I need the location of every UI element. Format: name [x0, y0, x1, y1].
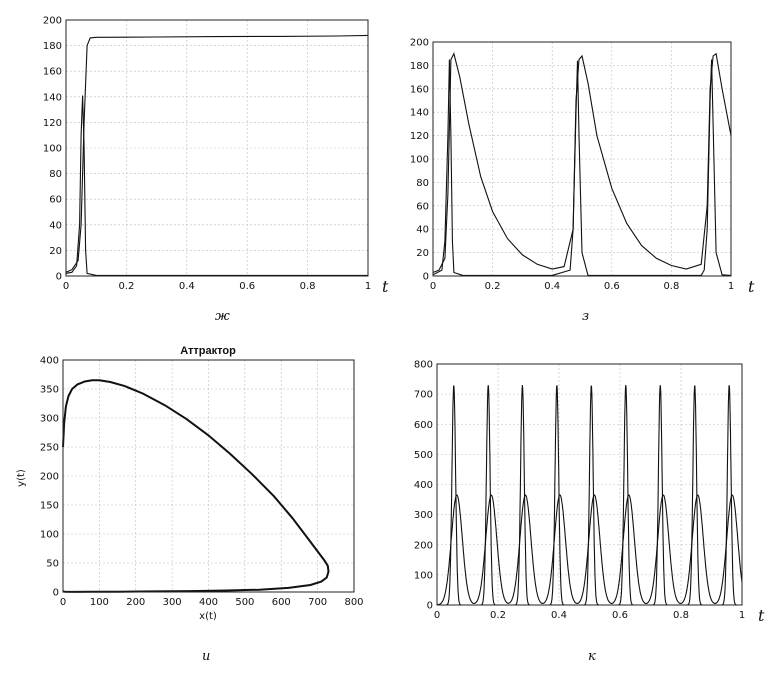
chart-k-t-label: t [758, 606, 765, 625]
y-tick-label: 140 [43, 92, 62, 103]
y-tick-label: 80 [49, 169, 62, 180]
y-tick-label: 200 [40, 472, 59, 483]
y-tick-label: 600 [414, 420, 433, 431]
series-line-2 [65, 95, 368, 276]
chart-zh: 0 0.2 0.4 0.6 0.8 1 0 20 40 60 80 100 120 140 160 180 2… [43, 16, 389, 325]
y-tick-label: 400 [414, 480, 433, 491]
y-tick-label: 60 [49, 195, 62, 206]
chart-zh-caption: ж [215, 309, 230, 324]
x-tick-label: 700 [308, 597, 327, 608]
chart-k-caption: к [588, 649, 596, 664]
series-line-1 [437, 385, 742, 606]
y-tick-label: 200 [414, 540, 433, 551]
y-tick-label: 60 [416, 201, 429, 212]
x-tick-label: 1 [728, 281, 734, 292]
y-tick-label: 100 [43, 144, 62, 155]
x-tick-label: 800 [344, 597, 363, 608]
chart-i-title: Аттрактор [180, 345, 236, 357]
series-line-2 [432, 59, 732, 276]
x-tick-label: 0.6 [239, 281, 255, 292]
series-line-1 [65, 34, 369, 273]
y-tick-label: 700 [414, 390, 433, 401]
chart-z-frame [432, 41, 732, 277]
x-tick-label: 0 [60, 597, 66, 608]
chart-i-xlabel: x(t) [199, 611, 217, 622]
x-tick-label: 0.2 [118, 281, 134, 292]
x-tick-label: 0.6 [612, 610, 628, 621]
chart-zh-frame [65, 19, 369, 277]
x-tick-label: 400 [199, 597, 218, 608]
series-line-1 [62, 379, 330, 593]
y-tick-label: 200 [43, 16, 62, 27]
y-tick-label: 500 [414, 450, 433, 461]
chart-z-t-label: t [748, 277, 755, 296]
y-tick-label: 300 [414, 510, 433, 521]
chart-k-frame [436, 363, 743, 606]
y-tick-label: 300 [40, 414, 59, 425]
y-tick-label: 0 [427, 601, 433, 612]
y-tick-label: 160 [43, 67, 62, 78]
x-tick-label: 500 [235, 597, 254, 608]
y-tick-label: 200 [410, 38, 429, 49]
x-tick-label: 0.8 [663, 281, 679, 292]
y-tick-label: 400 [40, 356, 59, 367]
x-tick-label: 0 [63, 281, 69, 292]
y-tick-label: 100 [414, 570, 433, 581]
chart-i-caption: и [202, 649, 210, 664]
y-tick-label: 350 [40, 385, 59, 396]
x-tick-label: 0 [434, 610, 440, 621]
x-tick-label: 1 [365, 281, 371, 292]
x-tick-label: 600 [272, 597, 291, 608]
x-tick-label: 0.2 [490, 610, 506, 621]
y-tick-label: 150 [40, 501, 59, 512]
y-tick-label: 120 [43, 118, 62, 129]
x-tick-label: 0 [430, 281, 436, 292]
x-tick-label: 1 [739, 610, 745, 621]
y-tick-label: 40 [416, 225, 429, 236]
x-tick-label: 200 [126, 597, 145, 608]
y-tick-label: 80 [416, 178, 429, 189]
y-tick-label: 800 [414, 360, 433, 371]
x-tick-label: 0.6 [604, 281, 620, 292]
chart-k: 0 0.2 0.4 0.6 0.8 1 0 100 200 300 400 500 600 700 800… [414, 360, 765, 665]
y-tick-label: 40 [49, 220, 62, 231]
y-tick-label: 180 [43, 41, 62, 52]
y-tick-label: 0 [423, 272, 429, 283]
y-tick-label: 0 [53, 588, 59, 599]
y-tick-label: 20 [49, 246, 62, 257]
y-tick-label: 50 [46, 559, 59, 570]
chart-i-frame [62, 359, 355, 593]
x-tick-label: 0.2 [485, 281, 501, 292]
x-tick-label: 0.4 [179, 281, 195, 292]
chart-z: 0 0.2 0.4 0.6 0.8 1 0 20 40 60 80 100 120 140 160 180 2… [410, 38, 755, 325]
y-tick-label: 100 [40, 530, 59, 541]
x-tick-label: 300 [163, 597, 182, 608]
y-tick-label: 180 [410, 61, 429, 72]
chart-i: 0 100 200 300 400 500 600 700 800 0 50 100 150 200 25… [16, 345, 364, 664]
x-tick-label: 0.4 [551, 610, 567, 621]
y-tick-label: 160 [410, 84, 429, 95]
x-tick-label: 100 [90, 597, 109, 608]
x-tick-label: 0.8 [673, 610, 689, 621]
chart-zh-t-label: t [382, 277, 389, 296]
y-tick-label: 250 [40, 443, 59, 454]
y-tick-label: 100 [410, 155, 429, 166]
y-tick-label: 20 [416, 248, 429, 259]
series-line-2 [437, 494, 743, 606]
chart-z-caption: з [582, 309, 589, 324]
y-tick-label: 120 [410, 131, 429, 142]
x-tick-label: 0.8 [300, 281, 316, 292]
y-tick-label: 140 [410, 108, 429, 119]
chart-i-ylabel: y(t) [16, 469, 27, 487]
y-tick-label: 0 [56, 272, 62, 283]
x-tick-label: 0.4 [544, 281, 560, 292]
